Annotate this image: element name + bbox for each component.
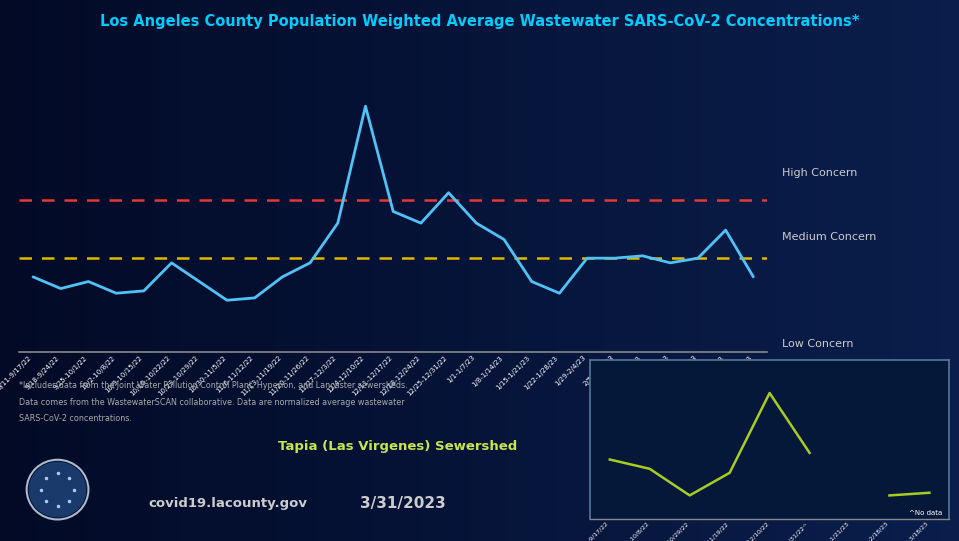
Text: Low Concern: Low Concern xyxy=(782,339,854,348)
Text: covid19.lacounty.gov: covid19.lacounty.gov xyxy=(149,497,308,510)
Text: *Includes data from the Joint Water Pollution Control Plant, Hyperion, and Lanca: *Includes data from the Joint Water Poll… xyxy=(19,381,408,391)
Text: Data comes from the WastewaterSCAN collaborative. Data are normalized average wa: Data comes from the WastewaterSCAN colla… xyxy=(19,398,405,407)
Circle shape xyxy=(30,463,85,517)
Text: Medium Concern: Medium Concern xyxy=(782,232,876,241)
Text: Tapia (Las Virgenes) Sewershed: Tapia (Las Virgenes) Sewershed xyxy=(278,440,518,453)
Text: 3/31/2023: 3/31/2023 xyxy=(360,496,446,511)
Text: SARS-CoV-2 concentrations.: SARS-CoV-2 concentrations. xyxy=(19,414,132,423)
Text: High Concern: High Concern xyxy=(782,168,857,177)
Text: ^No data: ^No data xyxy=(909,510,942,516)
Text: Los Angeles County Population Weighted Average Wastewater SARS-CoV-2 Concentrati: Los Angeles County Population Weighted A… xyxy=(100,14,859,29)
